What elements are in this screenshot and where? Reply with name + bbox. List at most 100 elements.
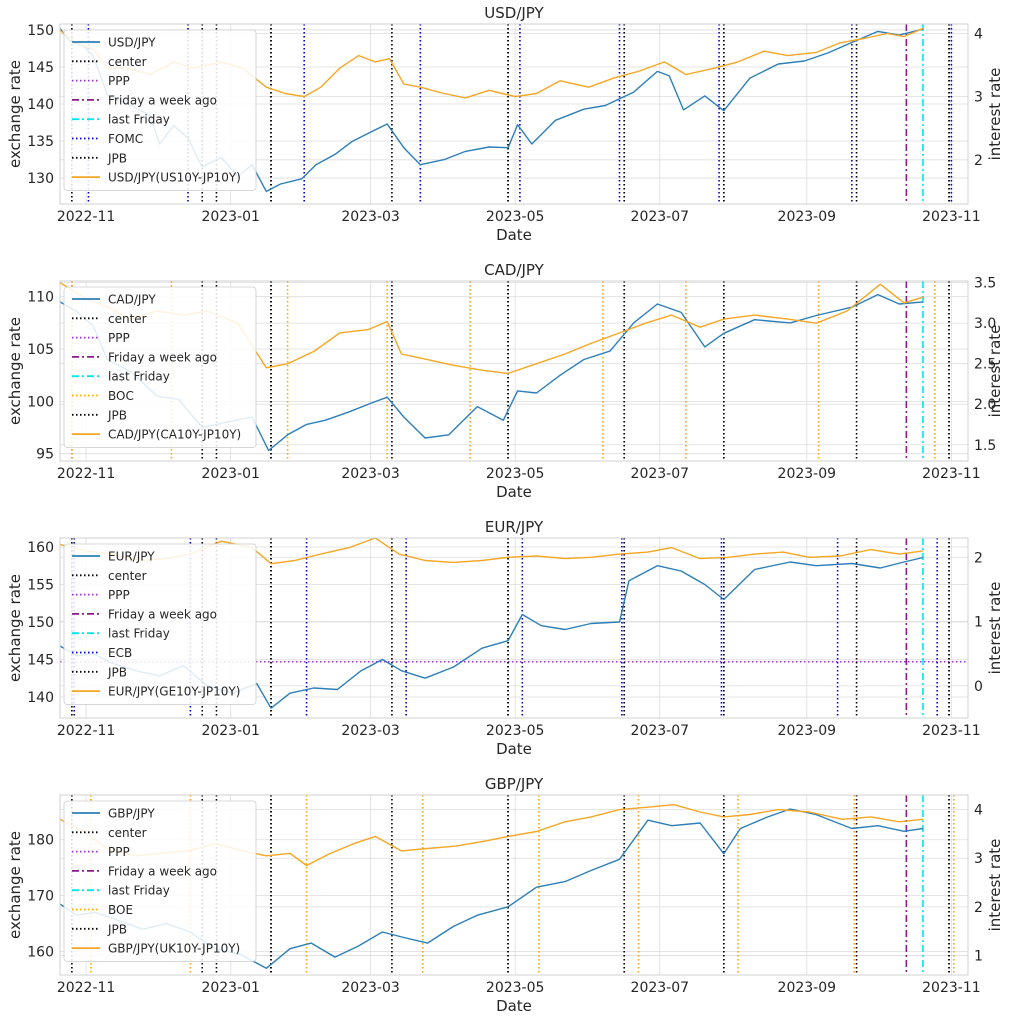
x-tick-label: 2023-01 — [201, 466, 260, 482]
legend: GBP/JPY center PPP Friday a week ago last Fr… — [63, 800, 257, 962]
y-tick-label: 150 — [27, 615, 54, 631]
x-tick-label: 2023-01 — [201, 980, 260, 996]
x-tick-label: 2023-07 — [631, 980, 690, 996]
x-tick-label: 2022-11 — [57, 466, 116, 482]
y-axis-label: exchange rate — [6, 60, 24, 168]
legend-label: PPP — [108, 331, 130, 345]
legend-label: GBP/JPY(UK10Y-JP10Y) — [108, 942, 240, 956]
legend-label: center — [108, 826, 147, 840]
y-axis-label: exchange rate — [6, 831, 24, 939]
legend-label: USD/JPY(US10Y-JP10Y) — [108, 171, 241, 185]
legend-label: FOMC — [108, 132, 143, 146]
legend-label: PPP — [108, 845, 130, 859]
y2-axis-label: interest rate — [986, 839, 1004, 932]
y-tick-label: 160 — [27, 540, 54, 556]
y-tick-label: 160 — [27, 945, 54, 961]
legend-label: center — [108, 312, 147, 326]
x-tick-label: 2023-07 — [631, 466, 690, 482]
x-tick-label: 2023-05 — [486, 466, 545, 482]
x-tick-label: 2023-01 — [201, 723, 260, 739]
y2-tick-label: 2.0 — [974, 397, 996, 413]
chart-panel-cad-jpy: 2022-11 2023-01 2023-03 2023-05 2023-07 2023-… — [6, 261, 1004, 501]
legend-label: center — [108, 55, 147, 69]
x-tick-label: 2022-11 — [57, 723, 116, 739]
legend: USD/JPY center PPP Friday a week ago last Fr… — [63, 29, 257, 191]
chart-panel-gbp-jpy: 2022-11 2023-01 2023-03 2023-05 2023-07 2023-… — [6, 775, 1004, 1015]
event-lines — [71, 281, 950, 461]
x-tick-label: 2023-11 — [922, 466, 981, 482]
y2-tick-label: 4 — [974, 26, 983, 42]
y2-tick-label: 3 — [974, 90, 983, 106]
legend-label: Friday a week ago — [108, 93, 217, 107]
y-tick-label: 145 — [27, 653, 54, 669]
legend-label: CAD/JPY(CA10Y-JP10Y) — [108, 428, 241, 442]
x-tick-label: 2023-05 — [486, 209, 545, 225]
plot-frame — [59, 280, 969, 462]
legend-label: EUR/JPY(GE10Y-JP10Y) — [108, 685, 240, 699]
legend-label: last Friday — [108, 884, 170, 898]
y-axis-label: exchange rate — [6, 574, 24, 682]
x-tick-label: 2023-07 — [631, 723, 690, 739]
x-tick-label: 2022-11 — [57, 209, 116, 225]
x-tick-label: 2023-03 — [341, 980, 400, 996]
x-tick-label: 2022-11 — [57, 980, 116, 996]
event-lines — [71, 24, 953, 204]
legend-box — [63, 543, 257, 705]
y-tick-label: 130 — [27, 171, 54, 187]
legend-box — [63, 800, 257, 962]
x-tick-label: 2023-09 — [778, 466, 837, 482]
plot-frame — [59, 794, 969, 976]
legend-label: JPB — [107, 408, 127, 422]
x-tick-label: 2023-03 — [341, 209, 400, 225]
y2-tick-label: 2.5 — [974, 357, 996, 373]
y-tick-label: 110 — [27, 290, 54, 306]
y2-tick-label: 1.5 — [974, 438, 996, 454]
legend-label: JPB — [107, 151, 127, 165]
chart-panel-usd-jpy: 2022-11 2023-01 2023-03 2023-05 2023-07 2023-… — [6, 4, 1004, 244]
x-tick-label: 2023-11 — [922, 980, 981, 996]
legend: CAD/JPY center PPP Friday a week ago last Fr… — [63, 286, 257, 448]
event-lines — [60, 538, 968, 718]
x-tick-label: 2023-01 — [201, 209, 260, 225]
x-tick-label: 2023-05 — [486, 723, 545, 739]
y2-tick-label: 1 — [974, 615, 983, 631]
y2-tick-label: 2 — [974, 550, 983, 566]
y2-axis-label: interest rate — [986, 325, 1004, 418]
chart-title: CAD/JPY — [484, 261, 544, 279]
legend-box — [63, 286, 257, 448]
legend-label: center — [108, 569, 147, 583]
x-axis-label: Date — [496, 483, 532, 501]
y-tick-label: 150 — [27, 23, 54, 39]
legend-label: last Friday — [108, 113, 170, 127]
legend-label: ECB — [108, 646, 132, 660]
x-axis-label: Date — [496, 740, 532, 758]
legend-label: last Friday — [108, 627, 170, 641]
y2-tick-label: 3.0 — [974, 316, 996, 332]
x-tick-label: 2023-03 — [341, 466, 400, 482]
x-tick-label: 2023-07 — [631, 209, 690, 225]
y2-tick-label: 3 — [974, 851, 983, 867]
plot-frame — [59, 537, 969, 719]
y2-tick-label: 1 — [974, 949, 983, 965]
y2-axis-label: interest rate — [986, 582, 1004, 675]
y-tick-label: 95 — [36, 447, 54, 463]
legend-box — [63, 29, 257, 191]
legend-label: CAD/JPY — [108, 293, 156, 307]
x-axis-label: Date — [496, 997, 532, 1015]
y2-axis-label: interest rate — [986, 68, 1004, 161]
x-tick-label: 2023-11 — [922, 209, 981, 225]
y-tick-label: 140 — [27, 97, 54, 113]
legend-label: USD/JPY — [108, 36, 156, 50]
x-tick-label: 2023-11 — [922, 723, 981, 739]
y2-tick-label: 0 — [974, 679, 983, 695]
y-tick-label: 105 — [27, 342, 54, 358]
y-tick-label: 140 — [27, 690, 54, 706]
legend-label: Friday a week ago — [108, 350, 217, 364]
x-tick-label: 2023-03 — [341, 723, 400, 739]
legend-label: Friday a week ago — [108, 607, 217, 621]
legend-label: PPP — [108, 588, 130, 602]
y2-tick-label: 4 — [974, 803, 983, 819]
y2-tick-label: 2 — [974, 900, 983, 916]
plot-frame — [59, 23, 969, 205]
chart-title: EUR/JPY — [485, 518, 544, 536]
